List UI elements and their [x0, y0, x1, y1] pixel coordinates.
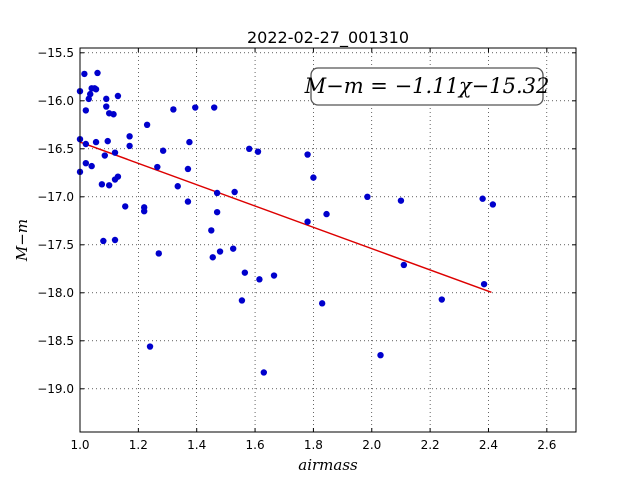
x-tick-label: 1.6: [246, 438, 265, 452]
data-point: [184, 198, 192, 205]
x-tick-label: 1.2: [129, 438, 148, 452]
data-point: [111, 149, 119, 156]
data-point: [101, 152, 109, 159]
data-point: [208, 227, 215, 234]
data-point: [114, 92, 122, 100]
x-tick-labels: 1.0 1.2 1.4 1.6 1.8 2.0 2.2 2.4 2.6: [70, 438, 556, 452]
data-point: [126, 142, 133, 150]
data-point: [100, 237, 107, 245]
y-tick-label: −17.0: [37, 190, 74, 204]
data-point: [170, 106, 177, 113]
fit-equation: M−m = −1.11χ−15.32: [304, 74, 550, 98]
data-point: [209, 254, 216, 261]
data-point: [104, 137, 111, 145]
data-point: [438, 296, 445, 303]
x-tick-label: 1.4: [187, 438, 206, 452]
data-point: [103, 103, 110, 110]
data-point: [238, 297, 246, 304]
data-point: [143, 121, 151, 128]
x-tick-label: 1.0: [70, 438, 89, 452]
data-point: [184, 165, 192, 173]
data-point: [82, 160, 90, 167]
data-point: [304, 151, 311, 158]
y-tick-label: −15.5: [37, 46, 74, 60]
y-tick-label: −17.5: [37, 238, 74, 252]
y-tick-label: −16.0: [37, 94, 74, 108]
data-point: [98, 181, 106, 188]
data-point: [114, 173, 122, 180]
data-point: [480, 280, 488, 288]
data-point: [397, 197, 405, 204]
data-point: [211, 104, 218, 111]
data-point: [256, 276, 263, 283]
data-point: [323, 210, 330, 218]
data-point: [192, 104, 199, 111]
data-point: [85, 95, 92, 103]
x-tick-label: 2.6: [537, 438, 556, 452]
data-point: [186, 138, 193, 146]
annotation-box: [310, 67, 544, 106]
y-tick-label: −16.5: [37, 142, 74, 156]
fit-line-layer: [79, 141, 492, 294]
data-point: [231, 188, 238, 196]
y-tick-label: −18.0: [37, 286, 74, 300]
data-point: [154, 163, 161, 171]
y-axis-label: M−m: [13, 219, 31, 262]
data-point: [241, 269, 249, 276]
data-point: [81, 70, 88, 78]
x-axis-label: airmass: [298, 456, 358, 474]
data-point: [260, 369, 268, 376]
data-point: [82, 107, 90, 114]
y-tick-label: −18.5: [37, 334, 74, 348]
data-point: [88, 162, 95, 170]
data-point: [159, 147, 167, 154]
data-point: [122, 203, 129, 210]
data-point: [318, 300, 326, 307]
fit-line: [79, 141, 492, 294]
data-point: [82, 140, 90, 148]
plot-frame: [79, 47, 577, 433]
data-point: [479, 195, 486, 202]
data-point: [92, 138, 100, 146]
data-point: [364, 193, 371, 200]
data-point: [111, 236, 119, 244]
data-point: [94, 69, 101, 77]
data-point: [377, 352, 384, 359]
data-point: [126, 133, 133, 140]
data-point: [213, 189, 221, 197]
data-point: [92, 86, 100, 93]
x-tick-label: 2.2: [421, 438, 440, 452]
data-point: [155, 250, 162, 257]
x-tick-label: 2.4: [479, 438, 498, 452]
data-point: [174, 183, 181, 190]
data-point: [229, 245, 237, 252]
x-tick-label: 1.8: [304, 438, 323, 452]
y-tick-label: −19.0: [37, 382, 74, 396]
chart-title: 2022-02-27_001310: [247, 28, 409, 48]
data-point: [105, 182, 113, 189]
fit-annotation: M−m = −1.11χ−15.32: [304, 67, 550, 106]
data-point: [310, 174, 317, 181]
data-point: [146, 343, 154, 350]
data-point: [110, 111, 117, 118]
data-point: [489, 201, 497, 208]
data-point: [103, 95, 110, 103]
y-tick-labels: −15.5 −16.0 −16.5 −17.0 −17.5 −18.0 −18.5 −19.0: [37, 46, 74, 396]
data-points: [76, 69, 497, 376]
data-point: [270, 272, 278, 279]
data-point: [140, 208, 148, 215]
data-point: [304, 218, 311, 225]
data-point: [254, 148, 262, 155]
axis-ticks: [79, 48, 576, 432]
data-point: [246, 145, 253, 152]
x-tick-label: 2.0: [362, 438, 381, 452]
data-point: [216, 248, 224, 255]
data-point: [213, 208, 221, 216]
data-point: [400, 261, 408, 269]
data-point: [87, 90, 94, 98]
